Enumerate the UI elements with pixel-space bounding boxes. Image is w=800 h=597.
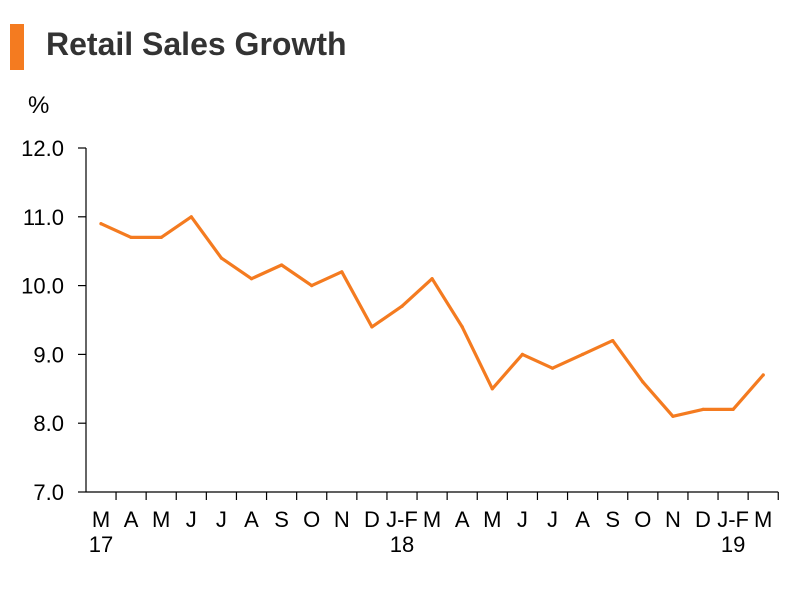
x-year-label: 17	[89, 532, 113, 557]
x-tick-label: N	[334, 507, 350, 532]
data-point	[400, 304, 404, 308]
x-tick-label: D	[364, 507, 380, 532]
data-point	[761, 373, 765, 377]
data-point	[581, 352, 585, 356]
data-point	[731, 407, 735, 411]
data-point	[460, 325, 464, 329]
data-point	[340, 270, 344, 274]
y-tick-label: 10.0	[21, 274, 64, 299]
x-tick-label: D	[695, 507, 711, 532]
data-point	[520, 352, 525, 356]
x-tick-label: A	[124, 507, 139, 532]
y-axis: 7.0 8.0 9.0 10.0 11.0 12.0	[21, 136, 87, 505]
data-point	[310, 284, 314, 288]
title-accent-bar	[10, 24, 24, 70]
x-tick-label: J-F	[717, 507, 749, 532]
data-point	[129, 235, 133, 239]
x-tick-label: M	[483, 507, 501, 532]
data-point	[550, 366, 555, 370]
data-point	[280, 263, 284, 267]
y-tick-label: 9.0	[33, 342, 64, 367]
x-tick-label: N	[665, 507, 681, 532]
x-tick-label: J	[216, 507, 227, 532]
x-tick-label: S	[274, 507, 289, 532]
x-year-label: 18	[390, 532, 414, 557]
y-tick-label: 11.0	[23, 205, 64, 230]
data-point	[701, 407, 705, 411]
x-tick-label: J	[517, 507, 528, 532]
x-tick-label: M	[152, 507, 170, 532]
series-line	[99, 215, 765, 418]
y-tick-label: 7.0	[33, 480, 64, 505]
data-point	[249, 277, 254, 281]
data-point	[671, 414, 675, 418]
data-point	[490, 387, 494, 391]
data-point	[611, 339, 615, 343]
y-axis-unit-label: %	[28, 92, 49, 119]
y-tick-label: 12.0	[21, 136, 64, 161]
x-tick-label: A	[244, 507, 259, 532]
x-tick-label: M	[754, 507, 772, 532]
data-point	[430, 277, 434, 281]
data-point	[641, 380, 645, 384]
x-tick-label: A	[575, 507, 590, 532]
data-point	[159, 235, 163, 239]
chart-title: Retail Sales Growth	[46, 26, 347, 62]
x-year-label: 19	[721, 532, 745, 557]
x-tick-label: O	[634, 507, 651, 532]
data-point	[99, 222, 103, 226]
y-tick-label: 8.0	[33, 411, 64, 436]
x-tick-label: J	[547, 507, 558, 532]
data-point	[219, 256, 223, 260]
x-tick-label: J	[186, 507, 197, 532]
data-series	[99, 215, 765, 418]
x-axis: M A M J J A S O N D J-F M A M J J A S O N D J-F M17 18 19	[86, 491, 779, 557]
data-point	[370, 325, 374, 329]
x-tick-label: S	[605, 507, 620, 532]
x-tick-label: J-F	[386, 507, 418, 532]
x-tick-label: M	[423, 507, 441, 532]
x-tick-label: A	[455, 507, 470, 532]
x-tick-label: M	[92, 507, 110, 532]
data-point	[189, 215, 193, 219]
x-tick-label: O	[303, 507, 320, 532]
